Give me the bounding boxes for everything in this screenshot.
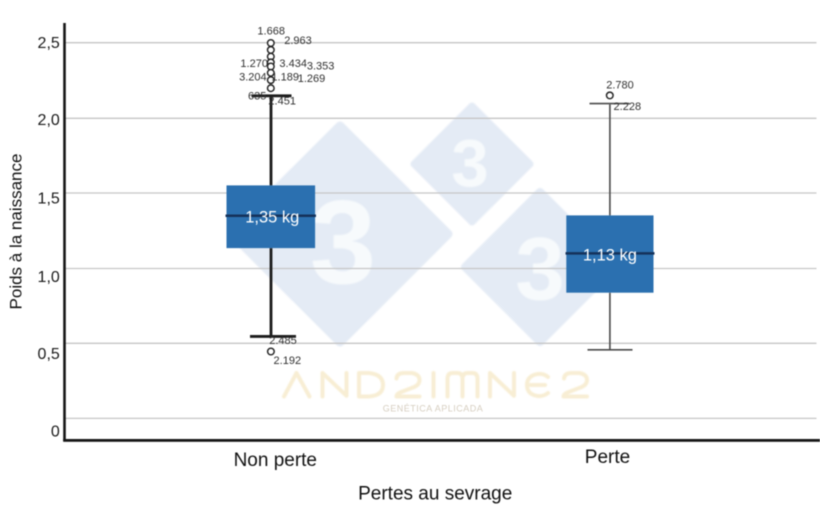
svg-text:3.204: 3.204: [239, 72, 267, 84]
svg-text:2.228: 2.228: [614, 101, 642, 113]
svg-text:1.270: 1.270: [240, 58, 268, 70]
svg-text:Pertes au sevrage: Pertes au sevrage: [358, 484, 512, 505]
svg-text:1.269: 1.269: [298, 73, 326, 85]
svg-text:0: 0: [51, 423, 60, 440]
svg-text:2,0: 2,0: [38, 112, 60, 129]
svg-text:2,5: 2,5: [38, 35, 60, 52]
svg-text:2.192: 2.192: [274, 355, 302, 367]
svg-text:GENÉTICA APLICADA: GENÉTICA APLICADA: [383, 404, 484, 414]
svg-text:Perte: Perte: [585, 447, 630, 468]
svg-text:3: 3: [310, 176, 376, 309]
svg-text:Non perte: Non perte: [234, 450, 317, 471]
svg-text:1,13 kg: 1,13 kg: [583, 247, 637, 265]
svg-text:1,35 kg: 1,35 kg: [245, 209, 299, 227]
svg-text:3.434: 3.434: [279, 58, 307, 70]
svg-text:2.485: 2.485: [269, 335, 297, 347]
svg-text:1.668: 1.668: [257, 25, 285, 37]
svg-text:2.780: 2.780: [606, 80, 634, 92]
svg-text:635: 635: [248, 91, 266, 103]
svg-text:2.451: 2.451: [268, 95, 296, 107]
svg-text:1,0: 1,0: [38, 269, 60, 286]
svg-text:3: 3: [451, 126, 488, 201]
svg-text:2.963: 2.963: [284, 35, 312, 47]
svg-text:0,5: 0,5: [38, 346, 60, 363]
svg-text:1,5: 1,5: [38, 191, 60, 208]
svg-text:Poids à la naissance: Poids à la naissance: [6, 154, 25, 310]
svg-text:3.353: 3.353: [307, 61, 335, 73]
svg-text:1.189: 1.189: [271, 72, 299, 84]
